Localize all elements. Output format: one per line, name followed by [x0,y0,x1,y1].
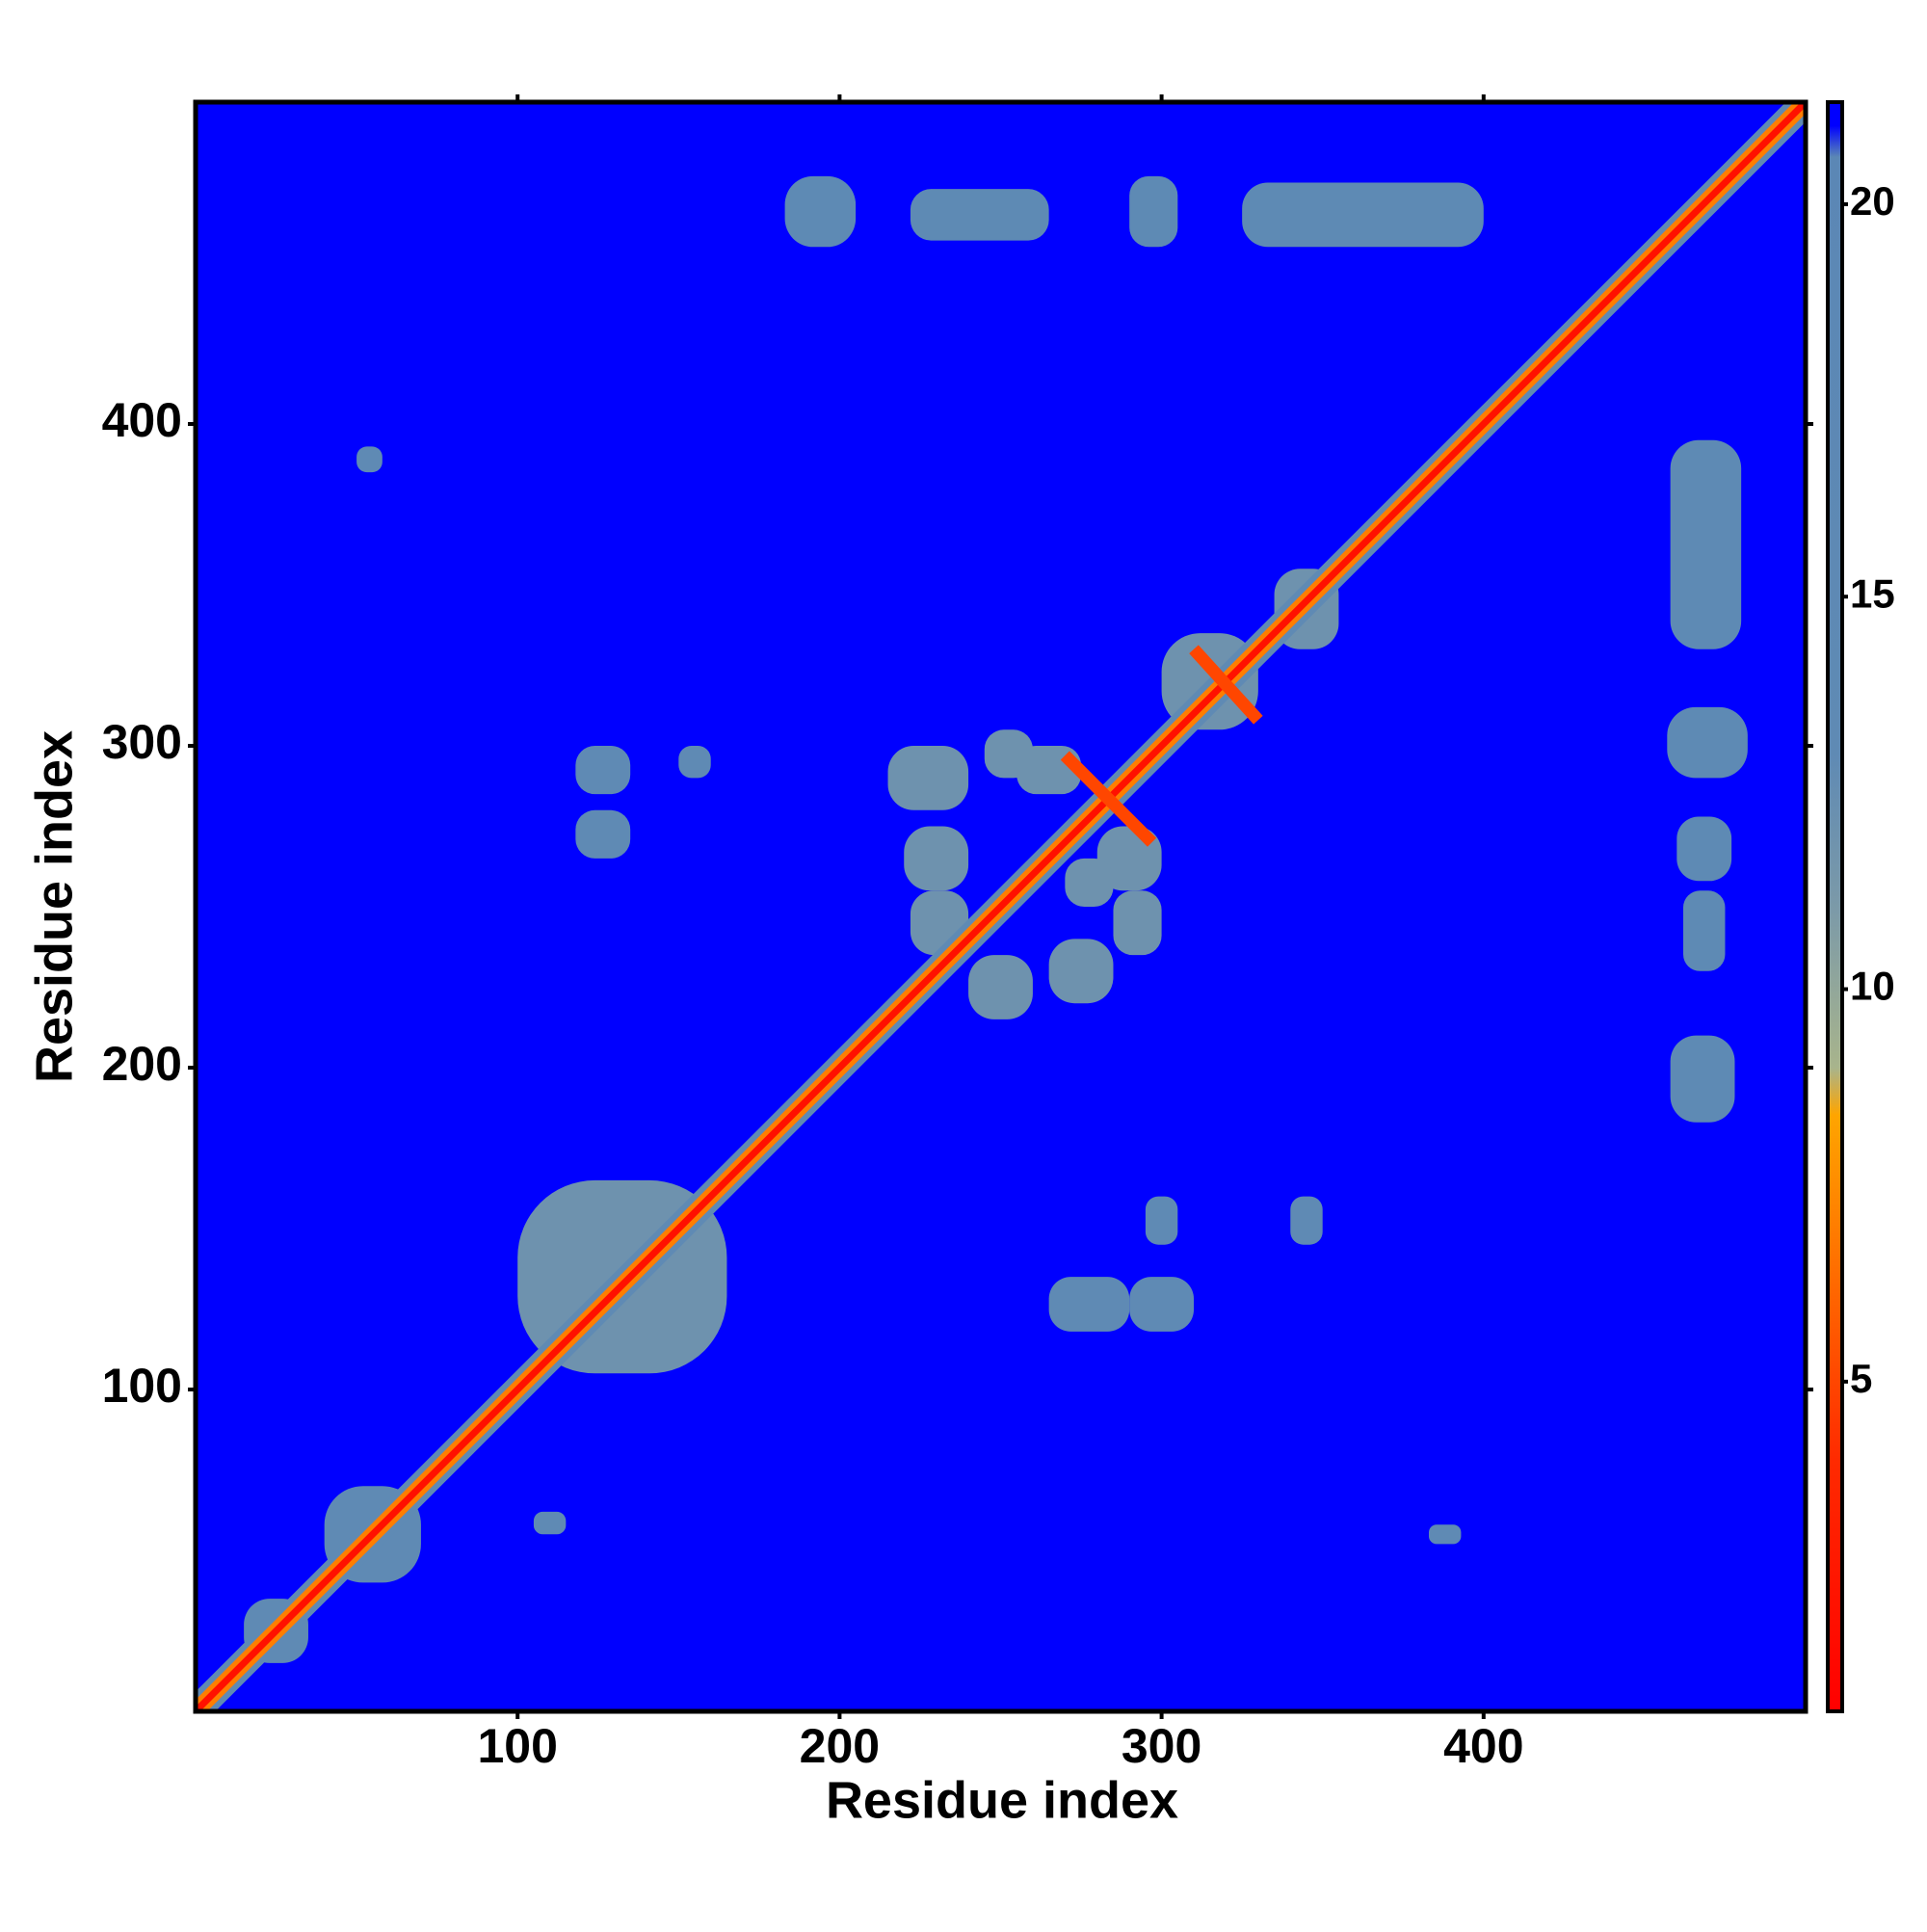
contact-region [1683,890,1726,971]
y-tick-label: 300 [102,715,182,769]
contact-region [968,955,1033,1019]
y-axis-title: Residue index [25,730,83,1083]
contact-region [533,1511,567,1535]
x-axis-title: Residue index [826,1771,1178,1829]
contact-region [575,809,631,859]
contact-region [910,189,1049,241]
colorbar [1826,100,1844,1713]
contact-region [1676,816,1732,882]
contact-region [784,175,857,248]
y-tick-label: 400 [102,393,182,447]
y-tick-label: 100 [102,1359,182,1413]
contact-region [1048,939,1114,1004]
contact-region [678,746,711,779]
colorbar-tick-label: 15 [1850,570,1895,616]
contact-band [196,102,1806,1711]
contact-region [575,746,631,795]
y-tick-label: 200 [102,1037,182,1091]
contact-region [1129,1277,1195,1332]
contact-region [1670,439,1742,649]
contact-region [1145,1196,1178,1245]
contact-band [1189,645,1263,725]
contact-region [1667,706,1748,779]
contact-region [1065,858,1114,907]
contact-region [1242,182,1484,248]
x-tick-label: 300 [1122,1719,1201,1773]
contact-region [984,729,1033,779]
contact-region [1113,890,1162,956]
contact-band [1060,751,1157,847]
colorbar-tick-label: 10 [1850,964,1895,1009]
x-tick-label: 200 [800,1719,880,1773]
contact-region [1670,1035,1735,1123]
heatmap-plot [196,102,1806,1711]
plot-frame [193,99,1808,1714]
contact-region [356,446,383,473]
contact-region [887,746,969,810]
contact-region [1129,175,1178,248]
colorbar-tick-label: 5 [1850,1356,1872,1401]
contact-region [1290,1196,1323,1245]
contact-region [1048,1277,1130,1332]
x-tick-label: 400 [1443,1719,1523,1773]
contact-region [1428,1524,1462,1545]
colorbar-tick-label: 20 [1850,178,1895,224]
x-tick-label: 100 [477,1719,557,1773]
contact-region [904,826,969,891]
